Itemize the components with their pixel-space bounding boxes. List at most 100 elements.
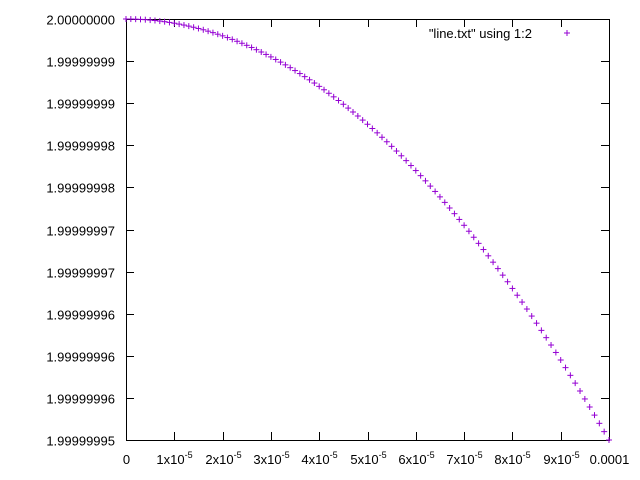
data-point [340, 101, 347, 108]
data-point [528, 313, 535, 320]
x-tick-label: 3x10-5 [253, 450, 289, 467]
data-point [214, 31, 221, 38]
data-point [485, 252, 492, 259]
y-tick-label: 1.99999998 [46, 181, 115, 196]
data-point [557, 357, 564, 364]
data-point [601, 428, 608, 435]
data-point [151, 17, 158, 24]
data-point [446, 204, 453, 211]
data-point [606, 437, 612, 443]
data-point [258, 49, 265, 56]
y-tick-label: 1.99999998 [46, 139, 115, 154]
x-tick-label: 6x10-5 [398, 450, 434, 467]
data-point [248, 44, 255, 51]
data-point [441, 199, 448, 206]
data-point [350, 108, 357, 115]
axis-ticks [126, 19, 610, 441]
data-point [243, 42, 250, 49]
data-point [383, 138, 390, 145]
x-tick-label: 9x10-5 [543, 450, 579, 467]
data-point [403, 157, 410, 164]
x-tick-label: 7x10-5 [446, 450, 482, 467]
data-point [519, 299, 526, 306]
x-tick-label: 5x10-5 [350, 450, 386, 467]
data-point [567, 372, 574, 379]
y-axis-tick-labels: 1.99999995 1.99999996 1.99999996 1.99999996… [46, 13, 115, 449]
data-point [316, 83, 323, 90]
data-point [451, 210, 458, 217]
x-tick-label: 4x10-5 [301, 450, 337, 467]
data-point [577, 387, 584, 394]
data-point [407, 162, 414, 169]
x-tick-label: 8x10-5 [494, 450, 530, 467]
data-point [480, 246, 487, 253]
data-point [330, 93, 337, 100]
data-point [586, 403, 593, 410]
x-axis-tick-labels: 0 1x10-5 2x10-5 3x10-5 4x10-5 5x10-5 6x10-5 7x1… [123, 450, 630, 467]
data-point [417, 172, 424, 179]
data-point [161, 18, 168, 25]
data-point [523, 306, 530, 313]
data-point [219, 32, 226, 39]
data-point [364, 121, 371, 128]
data-point [490, 259, 497, 266]
data-point [238, 40, 245, 47]
y-tick-label: 1.99999999 [46, 55, 115, 70]
y-tick-label: 1.99999996 [46, 308, 115, 323]
data-point [234, 38, 241, 45]
data-point [253, 46, 260, 53]
data-point [533, 320, 540, 327]
data-point [509, 285, 516, 292]
data-point [195, 25, 202, 32]
data-point [436, 193, 443, 200]
data-point [514, 292, 521, 299]
legend-marker [564, 30, 570, 36]
x-tick-label: 2x10-5 [205, 450, 241, 467]
data-point [572, 380, 579, 387]
data-point [470, 234, 477, 241]
plot-frame [126, 19, 610, 441]
data-point [166, 19, 173, 26]
data-point [461, 222, 468, 229]
data-point [538, 327, 545, 334]
data-point [325, 90, 332, 97]
data-point [296, 70, 303, 77]
data-point [393, 148, 400, 155]
data-point [176, 21, 183, 28]
data-point [345, 105, 352, 112]
data-point [209, 29, 216, 36]
data-point [267, 53, 274, 60]
data-point [465, 228, 472, 235]
legend-label: "line.txt" using 1:2 [429, 26, 532, 41]
data-point [378, 134, 385, 141]
y-tick-label: 1.99999996 [46, 350, 115, 365]
data-point [427, 183, 434, 190]
data-points [123, 16, 612, 443]
data-point [306, 76, 313, 83]
data-point [562, 364, 569, 371]
data-point [277, 59, 284, 66]
data-point [205, 28, 212, 35]
data-point [596, 420, 603, 427]
data-point [180, 22, 187, 29]
data-point [335, 97, 342, 104]
y-tick-label: 1.99999997 [46, 224, 115, 239]
data-point [388, 143, 395, 150]
data-point [156, 18, 163, 25]
data-point [224, 34, 231, 41]
data-point [292, 67, 299, 74]
data-point [422, 177, 429, 184]
y-tick-label: 1.99999996 [46, 392, 115, 407]
data-point [475, 240, 482, 247]
data-point [499, 272, 506, 279]
data-point [272, 56, 279, 63]
data-point [301, 73, 308, 80]
data-point [548, 342, 555, 349]
x-tick-label: 0.0001 [590, 452, 630, 467]
data-point [287, 64, 294, 71]
data-point [374, 129, 381, 136]
data-point [282, 61, 289, 68]
data-point [412, 167, 419, 174]
data-point [190, 24, 197, 31]
data-point [321, 86, 328, 93]
